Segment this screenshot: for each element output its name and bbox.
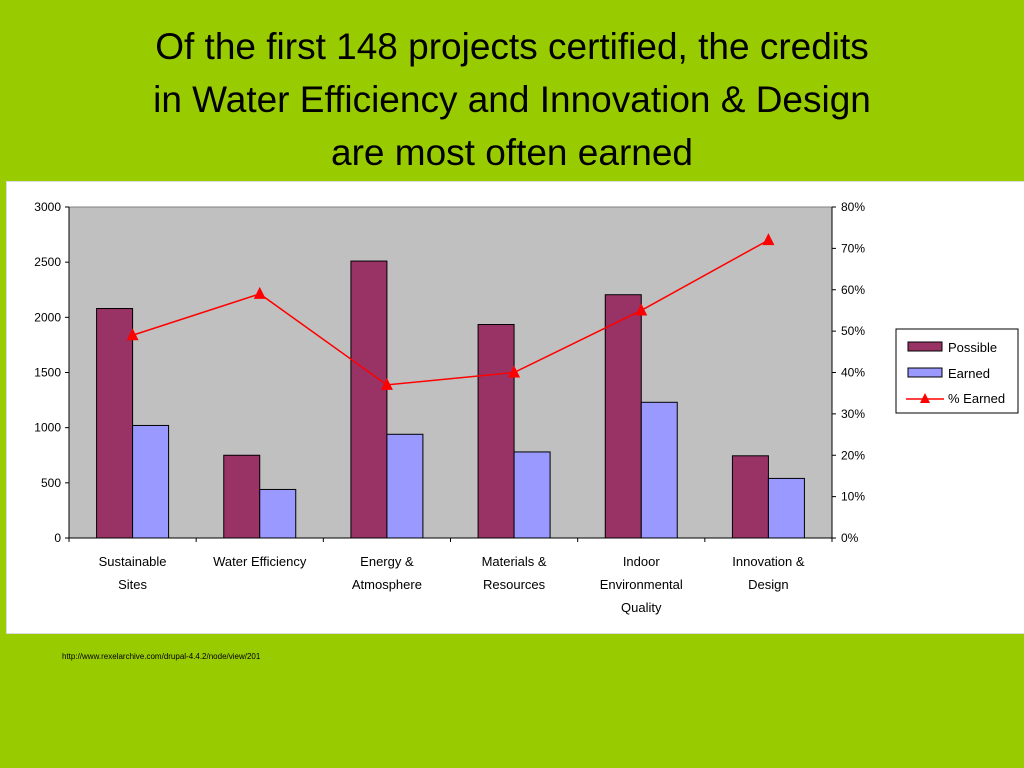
bar-possible (477, 324, 515, 539)
x-category-label: Environmental (600, 577, 683, 592)
marker-pct-earned (635, 303, 648, 316)
x-category-label: Quality (621, 600, 662, 615)
slide-title-line-2: in Water Efficiency and Innovation & Des… (153, 79, 871, 120)
y-left-tick-label: 1500 (34, 366, 61, 380)
x-category-label: Sustainable (99, 554, 167, 569)
bar-possible (223, 454, 261, 539)
bar-possible (350, 260, 388, 539)
marker-pct-earned (762, 233, 775, 246)
x-category-label: Water Efficiency (213, 554, 307, 569)
line-pct-earned (132, 239, 769, 386)
bar-possible (731, 455, 769, 539)
slide-title: Of the first 148 projects certified, the… (40, 20, 984, 179)
bar-possible (96, 308, 134, 539)
bar-possible (604, 294, 642, 539)
marker-pct-earned (253, 286, 266, 299)
y-left-tick-label: 2500 (34, 255, 61, 269)
legend-label-earned: Earned (948, 366, 990, 381)
legend-label-possible: Possible (948, 340, 997, 355)
x-category-label: Atmosphere (352, 577, 422, 592)
x-category-label: Materials & (482, 554, 547, 569)
marker-pct-earned (126, 328, 139, 341)
marker-pct-earned (508, 365, 521, 378)
slide-title-line-3: are most often earned (331, 132, 693, 173)
source-url[interactable]: http://www.rexelarchive.com/drupal-4.4.2… (62, 652, 261, 661)
bar-earned (132, 424, 170, 539)
y-right-tick-label: 50% (841, 324, 865, 338)
legend-label-pct-earned: % Earned (948, 391, 1005, 406)
plot-area (68, 206, 833, 539)
y-left-tick-label: 0 (54, 531, 61, 545)
y-right-tick-label: 70% (841, 241, 865, 255)
y-right-tick-label: 80% (841, 200, 865, 214)
y-right-tick-label: 40% (841, 366, 865, 380)
y-right-tick-label: 60% (841, 283, 865, 297)
legend-swatch-possible (907, 341, 943, 352)
y-right-tick-label: 0% (841, 531, 859, 545)
x-category-label: Indoor (623, 554, 661, 569)
x-category-label: Design (748, 577, 788, 592)
legend-marker-pct-earned (920, 393, 930, 403)
chart: 0 500 1000 1500 2000 2500 3000 0% 10% 20% 30% 40% 50… (34, 200, 1019, 615)
y-right-tick-label: 10% (841, 490, 865, 504)
slide-title-line-1: Of the first 148 projects certified, the… (155, 26, 869, 67)
y-left-tick-label: 500 (41, 476, 61, 490)
bar-earned (640, 401, 678, 539)
y-left-tick-label: 2000 (34, 310, 61, 324)
legend-swatch-earned (907, 367, 943, 378)
x-category-label: Sites (118, 577, 147, 592)
y-right-tick-label: 30% (841, 407, 865, 421)
x-category-label: Resources (483, 577, 546, 592)
chart-panel: 0 500 1000 1500 2000 2500 3000 0% 10% 20% 30% 40% 50… (6, 181, 1024, 634)
bar-earned (386, 433, 424, 539)
bar-earned (767, 477, 805, 539)
marker-pct-earned (380, 377, 393, 390)
bar-earned (513, 451, 551, 539)
x-category-label: Energy & (360, 554, 414, 569)
y-left-tick-label: 3000 (34, 200, 61, 214)
y-left-tick-label: 1000 (34, 421, 61, 435)
x-category-label: Innovation & (732, 554, 805, 569)
bar-earned (259, 488, 297, 539)
y-right-tick-label: 20% (841, 448, 865, 462)
